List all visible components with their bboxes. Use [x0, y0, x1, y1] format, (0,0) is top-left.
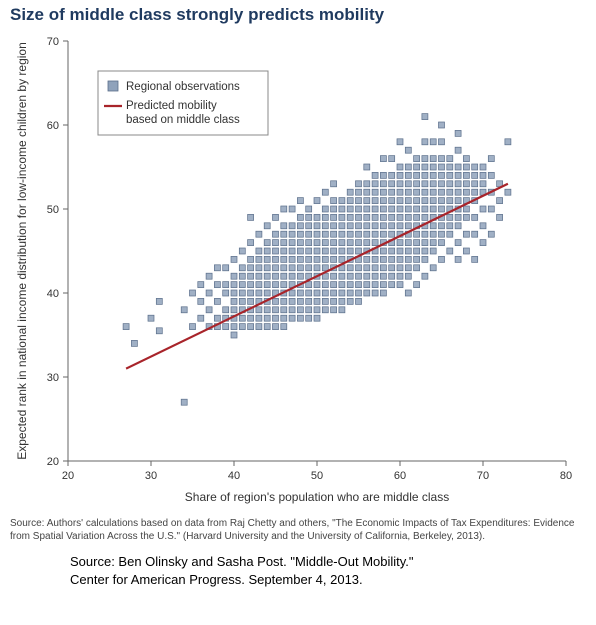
page: Size of middle class strongly predicts m… [0, 0, 596, 625]
svg-text:60: 60 [47, 120, 59, 132]
scatter-plot: 20 30 40 50 60 70 80 20 30 40 50 60 70 Share of regio… [10, 31, 586, 511]
svg-text:80: 80 [560, 470, 572, 482]
source-note-2: Source: Ben Olinsky and Sasha Post. "Mid… [70, 553, 586, 589]
svg-text:40: 40 [228, 470, 240, 482]
svg-text:based on middle class: based on middle class [126, 114, 240, 126]
svg-text:40: 40 [47, 288, 59, 300]
svg-text:50: 50 [311, 470, 323, 482]
svg-text:Expected rank in national inco: Expected rank in national income distrib… [15, 42, 29, 460]
source-2-line-2: Center for American Progress. September … [70, 571, 586, 589]
svg-text:30: 30 [145, 470, 157, 482]
svg-text:20: 20 [47, 456, 59, 468]
svg-text:30: 30 [47, 372, 59, 384]
svg-text:Share of region's population w: Share of region's population who are mid… [185, 490, 449, 504]
svg-text:60: 60 [394, 470, 406, 482]
svg-text:70: 70 [47, 36, 59, 48]
chart-title: Size of middle class strongly predicts m… [10, 5, 586, 25]
chart-container: Size of middle class strongly predicts m… [10, 5, 586, 589]
source-2-line-1: Source: Ben Olinsky and Sasha Post. "Mid… [70, 553, 586, 571]
svg-text:70: 70 [477, 470, 489, 482]
svg-text:50: 50 [47, 204, 59, 216]
source-note-1: Source: Authors' calculations based on d… [10, 517, 586, 543]
svg-text:Regional observations: Regional observations [126, 81, 240, 93]
svg-text:20: 20 [62, 470, 74, 482]
svg-text:Predicted mobility: Predicted mobility [126, 100, 217, 112]
